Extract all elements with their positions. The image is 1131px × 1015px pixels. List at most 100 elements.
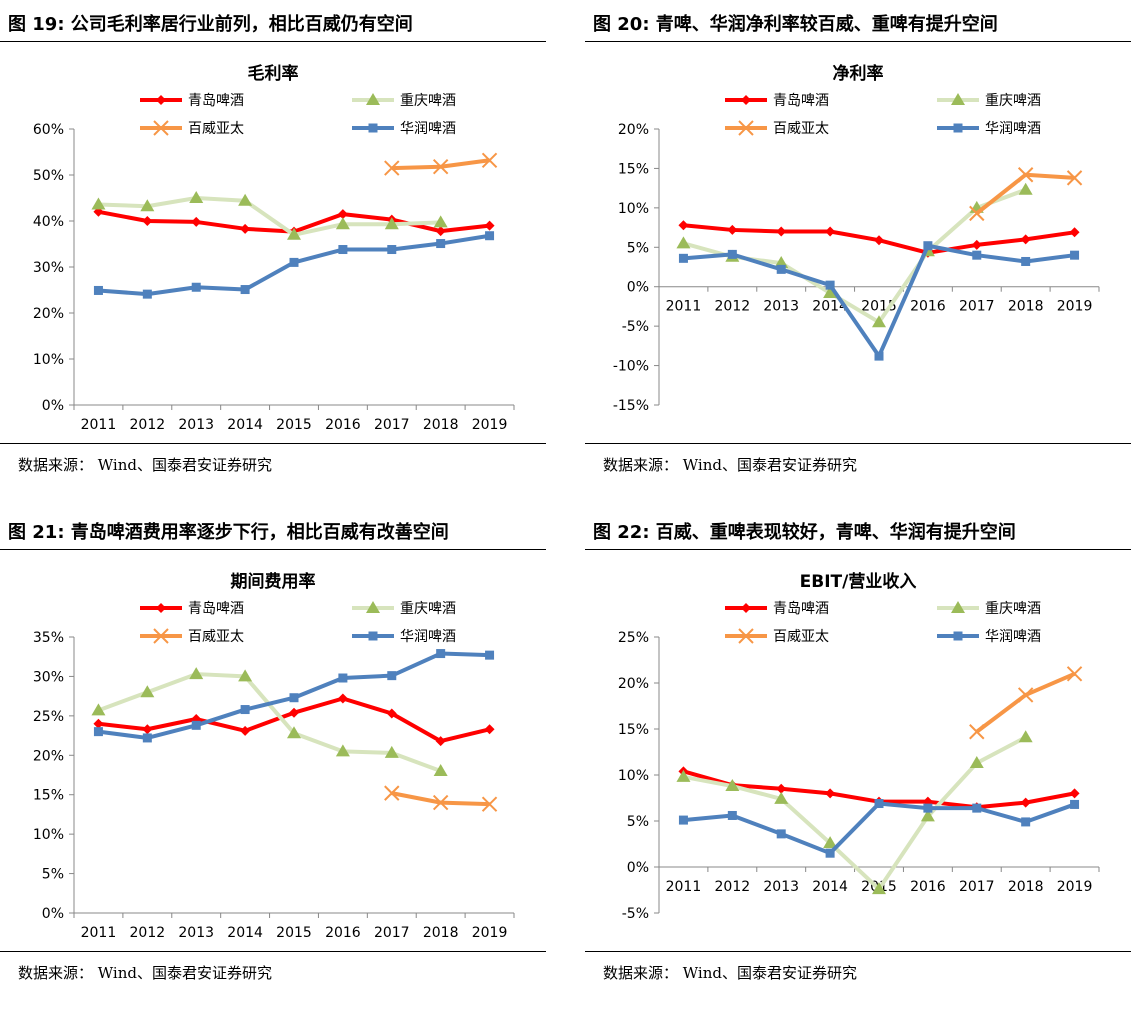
x-tick-label: 2011 (81, 925, 117, 941)
data-point (238, 193, 253, 206)
x-tick-label: 2014 (812, 299, 848, 315)
data-point (776, 783, 787, 794)
data-source: 数据来源： Wind、国泰君安证券研究 (18, 964, 272, 982)
legend-item-budweiser-apac: 百威亚太 (140, 120, 244, 137)
data-point (1021, 256, 1031, 266)
x-tick-label: 2016 (910, 879, 946, 895)
legend-label: 华润啤酒 (400, 629, 456, 645)
data-point (969, 205, 985, 222)
data-point (776, 829, 786, 839)
data-point (337, 693, 348, 704)
series-cr-beer (678, 241, 1080, 361)
data-point (240, 705, 250, 715)
data-point (1066, 170, 1083, 186)
x-tick-label: 2017 (374, 925, 410, 941)
data-point (384, 785, 400, 801)
data-point (337, 209, 348, 220)
data-point (1066, 666, 1083, 682)
data-point (142, 724, 153, 735)
series-budweiser-apac (384, 152, 498, 176)
x-tick-label: 2014 (812, 879, 848, 895)
legend-item-budweiser-apac: 百威亚太 (725, 628, 829, 645)
data-point (972, 803, 982, 813)
data-point (825, 226, 836, 237)
series-line (975, 671, 1076, 734)
data-point (287, 726, 301, 739)
data-point (823, 286, 838, 299)
legend-marker (951, 93, 965, 105)
y-tick-label: -10% (613, 359, 649, 375)
y-tick-label: 5% (42, 867, 64, 883)
x-tick-label: 2014 (227, 925, 263, 941)
y-tick-label: 10% (33, 352, 64, 368)
data-point (191, 216, 202, 227)
x-tick-label: 2013 (178, 417, 214, 433)
data-point (1070, 799, 1080, 809)
data-point (484, 220, 495, 231)
data-point (676, 236, 691, 249)
legend-marker (953, 123, 963, 133)
data-point (433, 764, 448, 777)
data-point (1069, 788, 1080, 799)
data-point (91, 197, 106, 210)
data-point (727, 249, 737, 259)
data-point (1069, 227, 1080, 238)
data-point (825, 280, 835, 290)
data-point (872, 315, 886, 328)
y-tick-label: 20% (33, 306, 64, 322)
data-point (289, 693, 299, 703)
x-tick-label: 2012 (130, 417, 166, 433)
x-tick-label: 2017 (374, 417, 410, 433)
series-chongqing (676, 730, 1033, 895)
legend-label: 华润啤酒 (985, 629, 1041, 645)
data-point (191, 282, 201, 292)
data-point (93, 285, 103, 295)
data-point (923, 803, 933, 813)
data-point (142, 289, 152, 299)
y-tick-label: 20% (33, 748, 64, 764)
y-tick-label: 0% (627, 280, 649, 296)
x-tick-label: 2018 (423, 925, 459, 941)
series-line (98, 196, 441, 237)
data-point (920, 809, 935, 822)
series-cr-beer (93, 231, 495, 299)
legend-marker (366, 93, 380, 105)
data-point (287, 227, 301, 240)
legend-label: 青岛啤酒 (773, 93, 829, 109)
legend-item-chongqing: 重庆啤酒 (352, 601, 456, 617)
data-point (93, 718, 104, 729)
data-point (91, 703, 106, 716)
y-tick-label: -15% (613, 398, 649, 414)
legend-item-tsingtao: 青岛啤酒 (140, 601, 244, 617)
legend-item-chongqing: 重庆啤酒 (937, 93, 1041, 109)
y-tick-label: 35% (33, 630, 64, 646)
x-tick-label: 2016 (325, 925, 361, 941)
legend-marker (738, 628, 754, 644)
data-point (238, 669, 253, 682)
top-rule (0, 41, 546, 42)
figure-title: 图 20: 青啤、华润净利率较百威、重啤有提升空间 (593, 14, 998, 35)
figure-panel-21: 图 21: 青岛啤酒费用率逐步下行，相比百威有改善空间 期间费用率 青岛啤酒 重庆啤… (0, 508, 546, 1008)
bottom-rule (0, 443, 546, 444)
bottom-rule (585, 951, 1131, 952)
data-point (189, 191, 204, 203)
legend-label: 百威亚太 (773, 121, 829, 137)
legend-label: 青岛啤酒 (773, 601, 829, 617)
y-tick-label: 10% (33, 827, 64, 843)
data-point (727, 810, 737, 820)
series-budweiser-apac (969, 167, 1083, 222)
data-point (189, 667, 204, 680)
x-tick-label: 2019 (472, 925, 508, 941)
y-tick-label: -5% (622, 906, 649, 922)
series-tsingtao (678, 220, 1080, 258)
x-tick-label: 2018 (1008, 299, 1044, 315)
data-point (433, 215, 448, 228)
legend-item-cr-beer: 华润啤酒 (937, 629, 1041, 645)
data-point (481, 796, 498, 812)
x-tick-label: 2012 (715, 879, 751, 895)
figure-panel-20: 图 20: 青啤、华润净利率较百威、重啤有提升空间 净利率 青岛啤酒 重庆啤酒 百威亚… (585, 0, 1131, 500)
y-tick-label: 20% (618, 676, 649, 692)
series-cr-beer (93, 649, 495, 743)
